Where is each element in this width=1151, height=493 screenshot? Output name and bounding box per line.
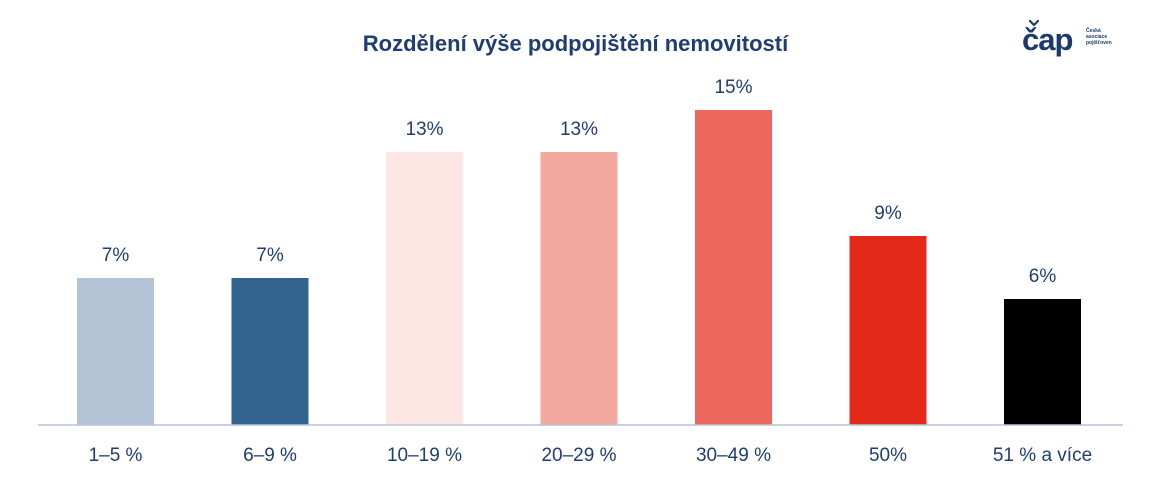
logo-line: Česká (1086, 28, 1101, 34)
logo-mark: čap (1022, 22, 1073, 57)
value-label: 7% (102, 245, 130, 266)
value-label: 9% (874, 203, 902, 224)
bar-5 (695, 110, 772, 425)
bar-4 (540, 152, 618, 425)
logo-line: pojišťoven (1086, 40, 1112, 46)
value-label: 13% (405, 119, 443, 140)
category-label: 50% (869, 445, 907, 466)
chart-title: Rozdělení výše podpojištění nemovitostí (362, 31, 789, 56)
category-label: 1–5 % (89, 445, 143, 466)
value-label: 15% (714, 77, 752, 98)
category-label: 10–19 % (387, 445, 462, 466)
bars-group (77, 110, 1081, 425)
category-label: 6–9 % (243, 445, 297, 466)
bar-3 (386, 152, 463, 425)
category-label: 30–49 % (696, 445, 771, 466)
bar-1 (77, 278, 154, 425)
bar-7 (1004, 299, 1081, 425)
logo-hacek-icon (1029, 20, 1039, 26)
cap-logo: čap Česká asociace pojišťoven (1022, 20, 1142, 58)
labels-group: 7% 1–5 % 7% 6–9 % 13% 10–19 % 13% 20–29 % 15% 30–… (89, 77, 1093, 466)
category-label: 51 % a více (993, 445, 1092, 466)
bar-6 (849, 236, 927, 425)
value-label: 7% (256, 245, 284, 266)
value-label: 6% (1029, 266, 1057, 287)
category-label: 20–29 % (541, 445, 616, 466)
logo-line: asociace (1086, 34, 1108, 40)
logo-subtitle: Česká asociace pojišťoven (1086, 28, 1126, 46)
value-label: 13% (560, 119, 598, 140)
bar-2 (231, 278, 309, 425)
